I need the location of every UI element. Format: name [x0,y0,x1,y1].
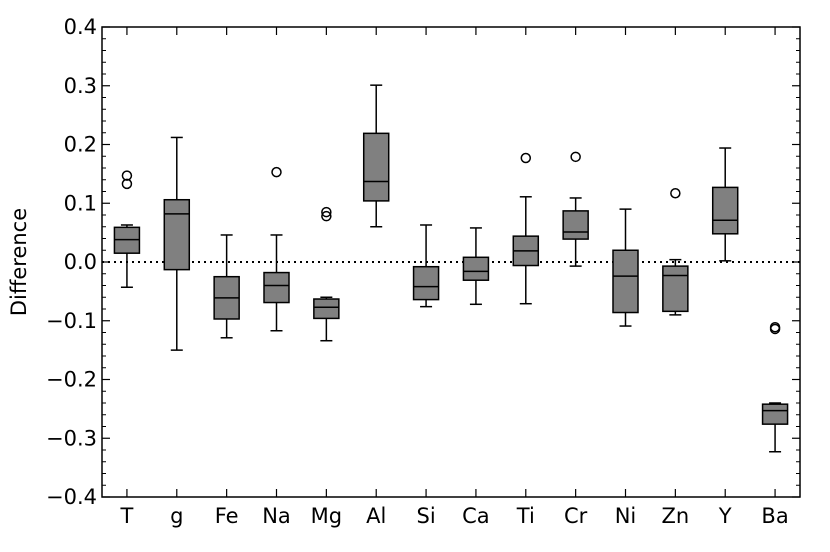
y-tick-label: −0.3 [46,426,97,450]
x-tick-label: Ni [615,504,637,528]
box-Na [263,271,290,304]
box-Si [412,265,440,301]
box-Ni [612,249,639,314]
x-tick-label: Si [416,504,435,528]
box-Y [711,186,739,235]
y-tick-label: −0.2 [46,368,97,392]
x-tick-label: Fe [215,504,239,528]
y-axis-label: Difference [7,208,31,316]
x-tick-label: Mg [311,504,342,528]
x-tick-label: Y [718,504,732,528]
y-tick-label: 0.2 [64,133,97,157]
box-Cr [562,210,589,240]
box-Mg [313,298,340,320]
box-Zn [662,265,689,313]
box-Ba [761,403,789,425]
outlier-point [570,151,581,163]
outlier-point [321,206,332,218]
y-tick-label: 0.3 [64,74,97,98]
outlier-point [321,210,332,222]
y-tick-label: −0.1 [46,309,97,333]
x-tick-label: Zn [662,504,690,528]
box-g [163,198,191,271]
x-tick-label: Ti [516,504,535,528]
y-tick-label: 0.0 [64,250,97,274]
y-tick-label: −0.4 [46,485,97,509]
plot-frame [101,26,801,498]
box-Ca [462,256,490,281]
box-Al [362,132,390,202]
x-tick-label: Ca [462,504,490,528]
outlier-point [520,152,532,164]
x-tick-label: Na [262,504,291,528]
y-tick-label: 0.4 [64,15,97,39]
y-tick-label: 0.1 [64,191,97,215]
outlier-point [121,178,133,190]
outlier-point [670,188,681,199]
x-tick-label: T [120,504,134,528]
outlier-point [271,166,282,178]
x-tick-label: Ba [761,504,788,528]
outlier-point [769,323,781,335]
x-tick-label: g [170,504,183,528]
x-tick-label: Cr [564,504,588,528]
x-tick-label: Al [366,504,386,528]
outlier-point [121,170,133,181]
